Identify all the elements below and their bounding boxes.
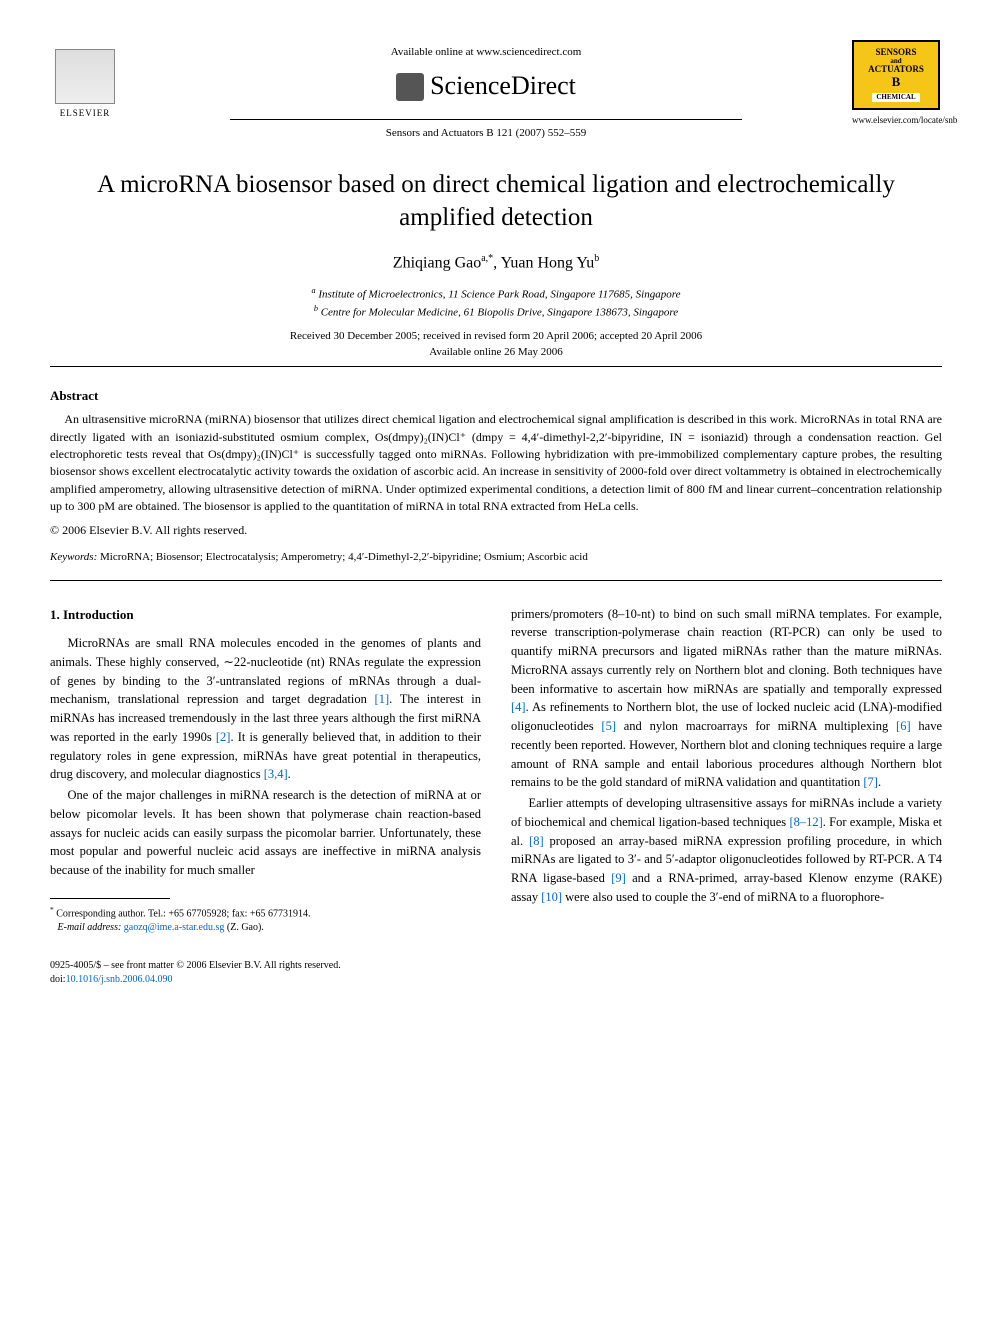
- author-2-affil: b: [594, 253, 599, 264]
- platform-branding: ScienceDirect: [120, 68, 852, 104]
- doi-link[interactable]: 10.1016/j.snb.2006.04.090: [66, 974, 173, 985]
- abstract-text: An ultrasensitive microRNA (miRNA) biose…: [50, 411, 942, 515]
- author-1: Zhiqiang Gao: [393, 255, 481, 272]
- available-online-text: Available online at www.sciencedirect.co…: [120, 45, 852, 60]
- online-date: Available online 26 May 2006: [50, 345, 942, 360]
- corr-author-text: Corresponding author. Tel.: +65 67705928…: [56, 908, 310, 919]
- intro-p3: Earlier attempts of developing ultrasens…: [511, 794, 942, 907]
- ref-link-8[interactable]: [8]: [529, 834, 544, 848]
- affiliation-a: Institute of Microelectronics, 11 Scienc…: [318, 289, 680, 301]
- email-who: (Z. Gao).: [227, 922, 264, 933]
- footer: 0925-4005/$ – see front matter © 2006 El…: [50, 959, 942, 987]
- ref-link-3-4[interactable]: [3,4]: [264, 767, 288, 781]
- corresponding-footnote: * Corresponding author. Tel.: +65 677059…: [50, 905, 481, 935]
- body-columns: 1. Introduction MicroRNAs are small RNA …: [50, 605, 942, 936]
- abstract-section: Abstract An ultrasensitive microRNA (miR…: [50, 387, 942, 538]
- left-column: 1. Introduction MicroRNAs are small RNA …: [50, 605, 481, 936]
- ref-link-2[interactable]: [2]: [216, 730, 231, 744]
- journal-logo-box: SENSORS and ACTUATORS B CHEMICAL: [852, 40, 940, 110]
- elsevier-tree-icon: [55, 49, 115, 104]
- ref-link-9[interactable]: [9]: [611, 871, 626, 885]
- ref-link-5[interactable]: [5]: [601, 719, 616, 733]
- intro-p1: MicroRNAs are small RNA molecules encode…: [50, 634, 481, 784]
- journal-reference: Sensors and Actuators B 121 (2007) 552–5…: [120, 126, 852, 141]
- abstract-paragraph: An ultrasensitive microRNA (miRNA) biose…: [50, 411, 942, 515]
- affiliation-b: Centre for Molecular Medicine, 61 Biopol…: [321, 307, 678, 319]
- ref-link-6[interactable]: [6]: [896, 719, 911, 733]
- article-dates: Received 30 December 2005; received in r…: [50, 329, 942, 360]
- authors: Zhiqiang Gaoa,*, Yuan Hong Yub: [50, 252, 942, 275]
- section-1-heading: 1. Introduction: [50, 605, 481, 625]
- abstract-heading: Abstract: [50, 387, 942, 405]
- doi-label: doi:: [50, 974, 66, 985]
- keywords-text: MicroRNA; Biosensor; Electrocatalysis; A…: [100, 551, 588, 563]
- email-link[interactable]: gaozq@ime.a-star.edu.sg: [124, 922, 225, 933]
- sciencedirect-icon: [396, 73, 424, 101]
- platform-name: ScienceDirect: [430, 68, 576, 104]
- ref-link-8-12[interactable]: [8–12]: [789, 815, 822, 829]
- email-label: E-mail address:: [58, 922, 122, 933]
- publisher-logo: ELSEVIER: [50, 40, 120, 120]
- journal-logo: SENSORS and ACTUATORS B CHEMICAL www.els…: [852, 40, 942, 127]
- rule-above-abstract: [50, 366, 942, 367]
- publisher-name: ELSEVIER: [60, 107, 111, 120]
- intro-p2: One of the major challenges in miRNA res…: [50, 786, 481, 880]
- header-row: ELSEVIER Available online at www.science…: [50, 40, 942, 141]
- abstract-copyright: © 2006 Elsevier B.V. All rights reserved…: [50, 522, 942, 539]
- footer-copyright: 0925-4005/$ – see front matter © 2006 El…: [50, 959, 942, 973]
- ref-link-10[interactable]: [10]: [541, 890, 562, 904]
- intro-p1-cont: primers/promoters (8–10-nt) to bind on s…: [511, 605, 942, 793]
- keywords: Keywords: MicroRNA; Biosensor; Electroca…: [50, 550, 942, 565]
- header-rule: [230, 119, 742, 120]
- article-title: A microRNA biosensor based on direct che…: [90, 169, 902, 234]
- ref-link-1[interactable]: [1]: [375, 692, 390, 706]
- affiliations: a Institute of Microelectronics, 11 Scie…: [50, 285, 942, 321]
- center-header: Available online at www.sciencedirect.co…: [120, 40, 852, 141]
- rule-below-keywords: [50, 580, 942, 581]
- right-column: primers/promoters (8–10-nt) to bind on s…: [511, 605, 942, 936]
- received-date: Received 30 December 2005; received in r…: [50, 329, 942, 344]
- journal-url: www.elsevier.com/locate/snb: [852, 114, 942, 127]
- journal-logo-sub: CHEMICAL: [872, 93, 919, 103]
- journal-logo-letter: B: [892, 75, 901, 89]
- ref-link-7[interactable]: [7]: [863, 775, 878, 789]
- ref-link-4[interactable]: [4]: [511, 700, 526, 714]
- author-2: , Yuan Hong Yu: [493, 255, 594, 272]
- footnote-separator: [50, 898, 170, 899]
- keywords-label: Keywords:: [50, 551, 97, 563]
